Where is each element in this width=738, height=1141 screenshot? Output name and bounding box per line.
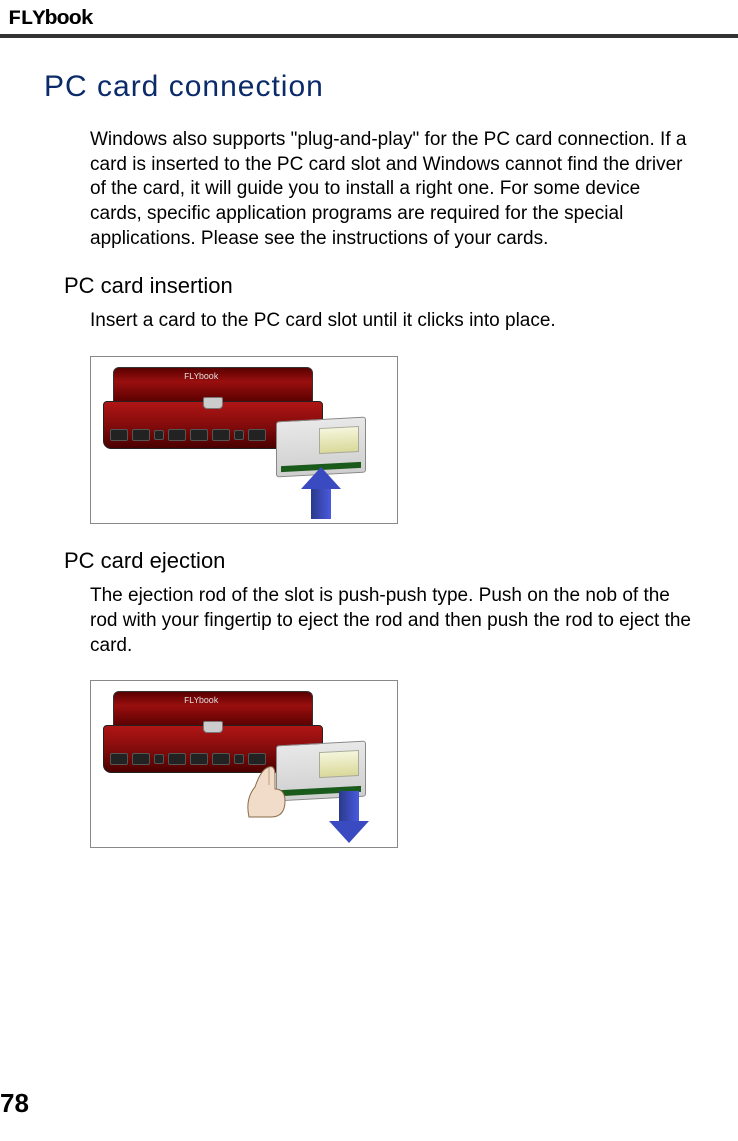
header-rule xyxy=(0,34,738,38)
section-text-ejection: The ejection rod of the slot is push-pus… xyxy=(90,584,696,658)
brand-logo: FLYbook xyxy=(8,8,93,31)
lid-logo: FLYbook xyxy=(184,372,218,382)
finger-icon xyxy=(241,759,295,819)
page-content: PC card connection Windows also supports… xyxy=(44,70,696,872)
lid-logo: FLYbook xyxy=(184,696,218,706)
section-heading-ejection: PC card ejection xyxy=(64,548,696,574)
arrow-down-icon xyxy=(329,791,369,843)
intro-paragraph: Windows also supports "plug-and-play" fo… xyxy=(90,128,696,251)
arrow-up-icon xyxy=(301,467,341,519)
section-text-insertion: Insert a card to the PC card slot until … xyxy=(90,309,696,334)
page-title: PC card connection xyxy=(44,70,696,104)
illustration-ejection: FLYbook xyxy=(90,680,398,848)
illustration-insertion: FLYbook xyxy=(90,356,398,524)
page-number: 78 xyxy=(0,1088,29,1119)
section-heading-insertion: PC card insertion xyxy=(64,273,696,299)
